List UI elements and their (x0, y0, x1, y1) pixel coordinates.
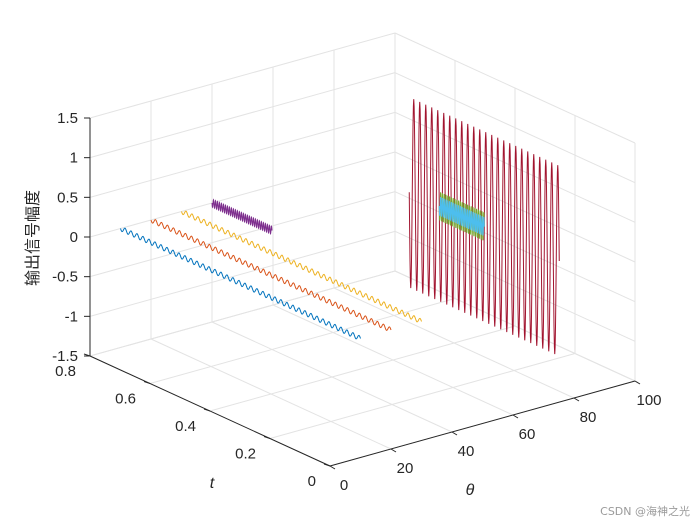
x-tick-label: 80 (580, 409, 597, 426)
axis-labels: θ t 输出信号幅度 (23, 190, 475, 499)
axis-lines (83, 117, 641, 470)
grid-line (89, 191, 396, 278)
x-tick-mark (573, 397, 580, 402)
series-line-4 (211, 198, 273, 236)
y-tick-label: 0.8 (55, 363, 76, 380)
y-tick-label: 0.6 (115, 391, 136, 408)
z-tick-label: 0.5 (57, 189, 78, 206)
x-tick-label: 40 (458, 443, 475, 460)
x-tick-mark (634, 380, 641, 385)
grid-line (89, 151, 396, 238)
z-axis-label: 输出信号幅度 (23, 190, 42, 286)
y-axis-label: t (210, 475, 215, 492)
series-line-1 (120, 227, 361, 340)
x-tick-label: 0 (340, 477, 348, 494)
grid-line (89, 230, 396, 317)
z-tick-label: 1.5 (57, 110, 78, 127)
x-axis-line (329, 380, 636, 467)
grid-line (394, 191, 636, 303)
grid-line (89, 32, 396, 119)
grid-line (394, 32, 636, 144)
series-group (120, 99, 560, 355)
grid-line (209, 325, 516, 412)
z-tick-label: -1.5 (52, 348, 78, 365)
x-tick-label: 60 (519, 426, 536, 443)
y-tick-mark (323, 463, 331, 467)
x-axis-label: θ (466, 482, 475, 499)
x-tick-mark (329, 465, 336, 470)
grid-line (89, 270, 396, 357)
z-tick-label: -1 (65, 308, 78, 325)
z-tick-label: 1 (70, 150, 78, 167)
grid-line (89, 72, 396, 159)
grid-line (149, 298, 456, 384)
grid-line (89, 111, 396, 198)
tick-labels: 0 20 40 60 80 100 0 0.2 0.4 0.6 0.8-1.5 -1 -0.5 0 0.5 1… (52, 110, 661, 494)
x-tick-mark (451, 431, 458, 436)
z-tick-label: 0 (70, 229, 78, 246)
grid-line (269, 353, 576, 439)
y-tick-mark (203, 408, 211, 412)
x-tick-label: 20 (397, 460, 414, 477)
x-tick-mark (512, 414, 519, 419)
x-tick-label: 100 (636, 392, 661, 409)
y-tick-label: 0 (308, 473, 316, 490)
series-line-3 (181, 210, 422, 323)
y-tick-label: 0.4 (175, 418, 196, 435)
y-tick-mark (143, 381, 151, 384)
y-tick-label: 0.2 (235, 446, 256, 463)
z-tick-label: -0.5 (52, 269, 78, 286)
y-tick-mark (263, 436, 271, 439)
x-tick-mark (390, 448, 397, 453)
series-line-7 (438, 197, 485, 236)
grid-line (394, 230, 636, 342)
watermark-text: CSDN @海神之光 (600, 505, 690, 518)
series-line-2 (150, 219, 392, 331)
grid-line (394, 72, 636, 184)
